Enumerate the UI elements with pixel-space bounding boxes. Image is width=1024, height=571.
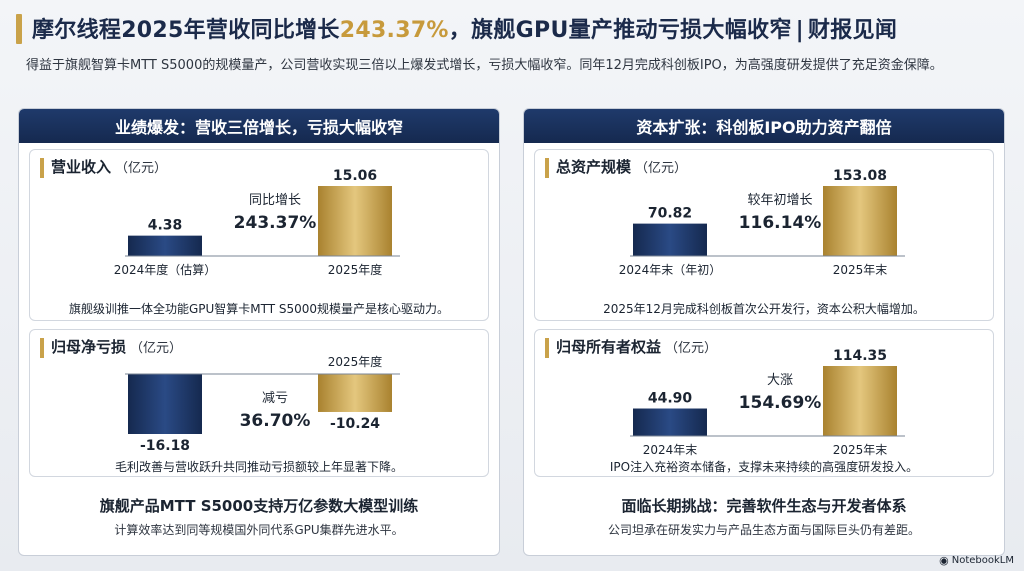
bar	[128, 235, 202, 256]
category-label: 2025年度	[328, 354, 383, 369]
title-part1: 摩尔线程2025年营收同比增长	[32, 18, 340, 43]
page-title: 摩尔线程2025年营收同比增长243.37%，旗舰GPU量产推动亏损大幅收窄 | 财…	[32, 12, 897, 44]
notebooklm-logo-text: NotebookLM	[951, 555, 1014, 566]
revenue-card-title: 营业收入 （亿元）	[40, 158, 167, 178]
right-bottom-block: 面临长期挑战：完善软件生态与开发者体系 公司坦承在研发实力与产品生态方面与国际巨…	[524, 495, 1004, 538]
annotation-value: 116.14%	[739, 213, 822, 233]
equity-title-text: 归母所有者权益	[556, 338, 662, 356]
right-bottom-title: 面临长期挑战：完善软件生态与开发者体系	[621, 497, 907, 515]
net-loss-unit: （亿元）	[130, 341, 183, 356]
annotation-label: 较年初增长	[747, 193, 812, 208]
category-label: 2024年末	[643, 443, 698, 457]
bar	[633, 408, 707, 436]
net-loss-card-title: 归母净亏损 （亿元）	[40, 338, 182, 358]
total-assets-chart: 70.82 2024年末（年初） 153.08 2025年末 较年初增长 116.14%	[619, 168, 905, 277]
bar-value-label: -10.24	[330, 416, 380, 432]
net-loss-title-text: 归母净亏损	[51, 338, 127, 356]
category-label: 2025年末	[833, 443, 888, 457]
bar-value-label: -16.18	[140, 438, 190, 454]
revenue-note: 旗舰级训推一体全功能GPU智算卡MTT S5000规模量产是核心驱动力。	[68, 302, 450, 316]
total-assets-unit: （亿元）	[635, 161, 688, 176]
bar-value-label: 4.38	[148, 218, 183, 234]
category-label: 2025年末	[833, 263, 888, 277]
revenue-unit: （亿元）	[115, 161, 168, 176]
equity-unit: （亿元）	[665, 341, 718, 356]
right-bottom-subtitle: 公司坦承在研发实力与产品生态方面与国际巨头仍有差距。	[607, 523, 920, 537]
bar-value-label: 70.82	[648, 206, 692, 222]
equity-note: IPO注入充裕资本储备，支撑未来持续的高强度研发投入。	[609, 460, 919, 474]
title-highlight: 243.37%	[339, 18, 449, 43]
net-loss-card: 归母净亏损 （亿元） -16.18 -10.24 2025年度减亏 36.70% 毛利改…	[29, 329, 489, 477]
annotation-label: 同比增长	[249, 193, 301, 208]
right-panel: 资本扩张：科创板IPO助力资产翻倍 总资产规模 （亿元） 70.82 2024年末（…	[523, 108, 1005, 556]
bar-value-label: 44.90	[648, 391, 693, 407]
bar	[633, 223, 707, 256]
bar	[128, 374, 202, 434]
title-separator: |	[795, 18, 804, 43]
title-part2: ，旗舰GPU量产推动亏损大幅收窄	[448, 18, 792, 43]
bar-value-label: 114.35	[833, 348, 887, 364]
bar	[823, 186, 897, 256]
title-accent-bar	[16, 14, 22, 44]
left-bottom-block: 旗舰产品MTT S5000支持万亿参数大模型训练 计算效率达到同等规模国外同代系…	[19, 495, 499, 538]
total-assets-note: 2025年12月完成科创板首次公开发行，资本公积大幅增加。	[603, 302, 925, 316]
annotation-value: 243.37%	[234, 213, 317, 233]
notebooklm-logo: ◉ NotebookLM	[939, 554, 1014, 567]
category-label: 2025年度	[328, 262, 383, 277]
category-label: 2024年末（年初）	[619, 263, 722, 277]
total-assets-card-title: 总资产规模 （亿元）	[545, 158, 687, 178]
category-label: 2024年度（估算）	[114, 262, 217, 277]
bar	[318, 374, 392, 412]
total-assets-card: 总资产规模 （亿元） 70.82 2024年末（年初） 153.08 2025年末 较年初…	[534, 149, 994, 321]
bar-value-label: 15.06	[333, 168, 377, 184]
notebooklm-icon: ◉	[939, 554, 949, 567]
left-panel-header: 业绩爆发：营收三倍增长，亏损大幅收窄	[19, 109, 499, 143]
revenue-chart: 4.38 2024年度（估算） 15.06 2025年度 同比增长 243.37%	[114, 168, 400, 277]
bar	[318, 186, 392, 256]
annotation-label: 大涨	[767, 373, 793, 388]
revenue-card: 营业收入 （亿元） 4.38 2024年度（估算） 15.06 2025年度 同比增长 24…	[29, 149, 489, 321]
left-bottom-subtitle: 计算效率达到同等规模国外同代系GPU集群先进水平。	[114, 523, 404, 537]
title-bar: 摩尔线程2025年营收同比增长243.37%，旗舰GPU量产推动亏损大幅收窄 | 财…	[16, 12, 1008, 48]
bar	[823, 366, 897, 436]
annotation-value: 154.69%	[739, 393, 822, 413]
title-part3: 财报见闻	[807, 18, 898, 43]
equity-card: 归母所有者权益 （亿元） 44.90 2024年末 114.35 2025年末 大涨 154…	[534, 329, 994, 477]
left-panel: 业绩爆发：营收三倍增长，亏损大幅收窄 营业收入 （亿元） 4.38 2024年度（估…	[18, 108, 500, 556]
page-subtitle: 得益于旗舰智算卡MTT S5000的规模量产，公司营收实现三倍以上爆发式增长，亏…	[26, 58, 943, 73]
bar-value-label: 153.08	[833, 168, 887, 184]
annotation-label: 减亏	[262, 391, 288, 406]
left-bottom-title: 旗舰产品MTT S5000支持万亿参数大模型训练	[99, 497, 419, 515]
total-assets-title-text: 总资产规模	[556, 158, 632, 176]
net-loss-note: 毛利改善与营收跃升共同推动亏损额较上年显著下降。	[114, 460, 403, 474]
annotation-value: 36.70%	[240, 411, 311, 431]
revenue-title-text: 营业收入	[51, 158, 112, 176]
equity-chart: 44.90 2024年末 114.35 2025年末 大涨 154.69%	[630, 348, 905, 457]
right-panel-header: 资本扩张：科创板IPO助力资产翻倍	[524, 109, 1004, 143]
equity-card-title: 归母所有者权益 （亿元）	[545, 338, 717, 358]
